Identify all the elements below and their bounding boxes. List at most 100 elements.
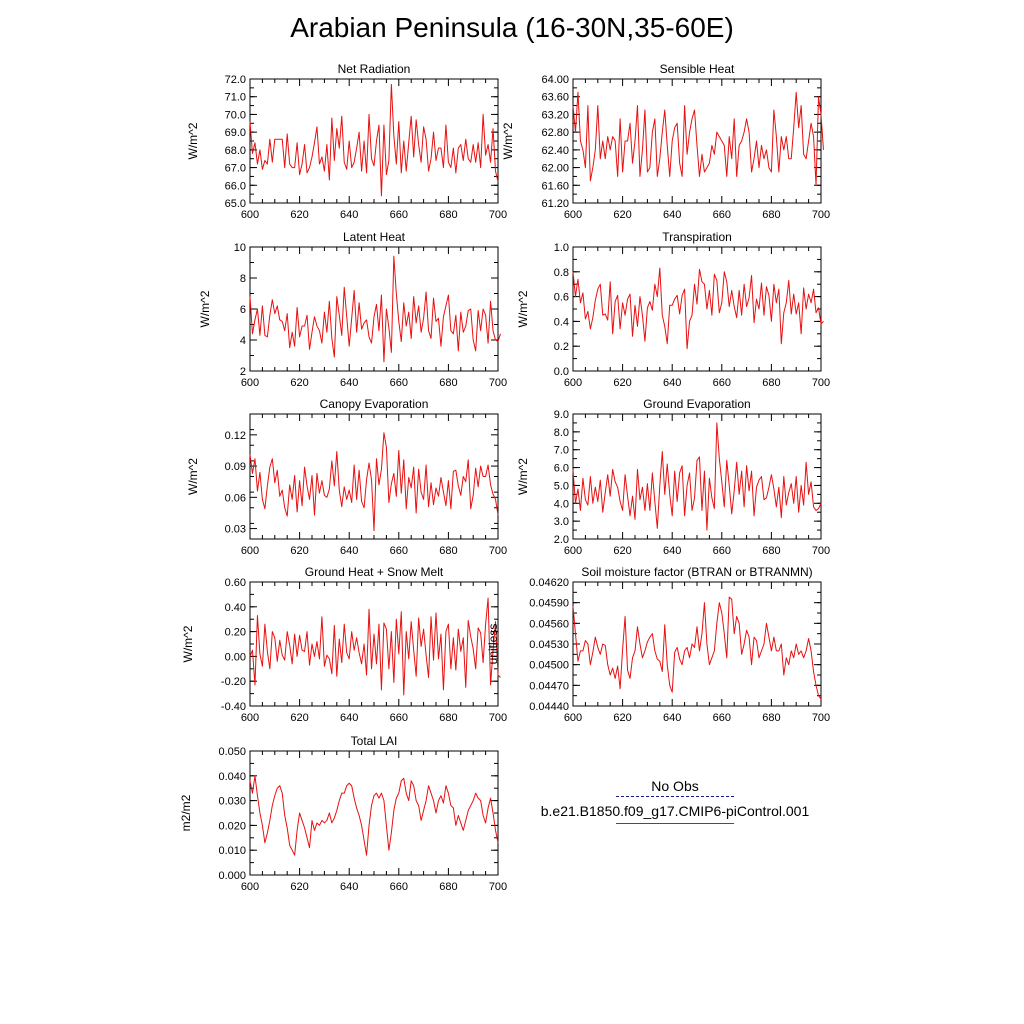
x-tick-label: 620 bbox=[613, 209, 631, 221]
y-tick-label: 6 bbox=[240, 304, 246, 316]
chart-panel: 600 620 640 660 680 700 0.000 0.010 0.020 0.030 0.… bbox=[179, 734, 507, 893]
y-tick-label: 0.6 bbox=[554, 292, 569, 304]
x-tick-label: 660 bbox=[713, 209, 731, 221]
x-tick-label: 600 bbox=[241, 712, 259, 724]
x-tick-label: 660 bbox=[390, 545, 408, 557]
x-tick-label: 600 bbox=[564, 545, 582, 557]
x-tick-label: 620 bbox=[290, 881, 308, 893]
y-tick-label: 0.04470 bbox=[529, 680, 569, 692]
x-tick-label: 620 bbox=[290, 377, 308, 389]
chart-title: Ground Evaporation bbox=[643, 397, 750, 411]
y-tick-label: 61.20 bbox=[541, 198, 569, 210]
plot-frame bbox=[249, 750, 499, 876]
x-tick-label: 700 bbox=[812, 377, 830, 389]
y-tick-label: 5.0 bbox=[554, 480, 569, 492]
x-tick-label: 640 bbox=[663, 545, 681, 557]
x-tick-label: 600 bbox=[241, 545, 259, 557]
chart-panel: 600 620 640 660 680 700 -0.40 -0.20 0.00 0.20 0.40… bbox=[181, 565, 507, 724]
y-tick-label: 68.0 bbox=[225, 145, 246, 157]
chart-panel: 600 620 640 660 680 700 65.0 66.0 67.0 68.0 69.0 70… bbox=[186, 62, 507, 221]
y-tick-label: 0.04440 bbox=[529, 701, 569, 713]
x-tick-label: 700 bbox=[489, 881, 507, 893]
page-title: Arabian Peninsula (16-30N,35-60E) bbox=[290, 12, 734, 43]
y-tick-label: 4 bbox=[240, 335, 246, 347]
y-tick-label: 2.0 bbox=[554, 534, 569, 546]
x-tick-label: 660 bbox=[390, 712, 408, 724]
plot-frame bbox=[249, 581, 499, 707]
y-tick-label: 9.0 bbox=[554, 409, 569, 421]
x-tick-label: 660 bbox=[390, 209, 408, 221]
legend-obs-label: No Obs bbox=[651, 778, 699, 794]
y-tick-label: 0.0 bbox=[554, 366, 569, 378]
x-tick-label: 640 bbox=[340, 377, 358, 389]
x-tick-label: 620 bbox=[613, 545, 631, 557]
y-tick-label: 10 bbox=[234, 242, 246, 254]
y-tick-label: 0.04560 bbox=[529, 618, 569, 630]
x-tick-label: 680 bbox=[439, 545, 457, 557]
y-axis-label: W/m^2 bbox=[181, 625, 195, 662]
x-tick-label: 620 bbox=[290, 545, 308, 557]
y-tick-label: 71.0 bbox=[225, 92, 246, 104]
x-tick-label: 680 bbox=[439, 712, 457, 724]
x-tick-label: 660 bbox=[713, 545, 731, 557]
y-tick-label: 7.0 bbox=[554, 445, 569, 457]
y-tick-label: 0.09 bbox=[225, 461, 246, 473]
y-tick-label: 8.0 bbox=[554, 427, 569, 439]
x-tick-label: 640 bbox=[340, 712, 358, 724]
x-tick-label: 700 bbox=[489, 209, 507, 221]
plot-frame bbox=[572, 246, 822, 372]
x-tick-label: 680 bbox=[439, 209, 457, 221]
series-line bbox=[572, 267, 824, 350]
y-axis-label: W/m^2 bbox=[516, 458, 530, 495]
y-tick-label: 3.0 bbox=[554, 516, 569, 528]
x-tick-label: 600 bbox=[564, 377, 582, 389]
y-axis-label: W/m^2 bbox=[501, 122, 515, 159]
x-tick-label: 600 bbox=[241, 881, 259, 893]
y-tick-label: 0.020 bbox=[218, 820, 246, 832]
x-tick-label: 640 bbox=[340, 545, 358, 557]
x-tick-label: 640 bbox=[663, 712, 681, 724]
x-tick-label: 680 bbox=[762, 545, 780, 557]
y-tick-label: 0.04500 bbox=[529, 660, 569, 672]
chart-title: Canopy Evaporation bbox=[320, 397, 429, 411]
x-tick-label: 680 bbox=[762, 209, 780, 221]
y-tick-label: 0.2 bbox=[554, 341, 569, 353]
series-line bbox=[249, 255, 501, 363]
y-tick-label: 0.04620 bbox=[529, 577, 569, 589]
y-axis-label: W/m^2 bbox=[186, 122, 200, 159]
y-tick-label: 0.010 bbox=[218, 845, 246, 857]
chart-title: Transpiration bbox=[662, 230, 732, 244]
x-tick-label: 600 bbox=[241, 377, 259, 389]
chart-title: Latent Heat bbox=[343, 230, 406, 244]
y-tick-label: 62.00 bbox=[541, 163, 569, 175]
x-tick-label: 700 bbox=[489, 712, 507, 724]
y-tick-label: 0.60 bbox=[225, 577, 246, 589]
plot-frame bbox=[249, 78, 499, 204]
series-line bbox=[249, 775, 499, 856]
y-tick-label: 0.000 bbox=[218, 870, 246, 882]
chart-panel: 600 620 640 660 680 700 0.0 0.2 0.4 0.6 0.8 1.0 Tran… bbox=[516, 230, 830, 389]
x-tick-label: 620 bbox=[290, 209, 308, 221]
x-tick-label: 640 bbox=[663, 209, 681, 221]
legend-model-swatch bbox=[616, 823, 734, 824]
chart-panel: 600 620 640 660 680 700 2.0 3.0 4.0 5.0 6.0 7.0 8.0 9… bbox=[516, 397, 830, 557]
y-tick-label: 0.04530 bbox=[529, 639, 569, 651]
series-line bbox=[572, 596, 822, 700]
x-tick-label: 700 bbox=[812, 209, 830, 221]
y-tick-label: 0.8 bbox=[554, 267, 569, 279]
y-tick-label: 63.60 bbox=[541, 92, 569, 104]
y-tick-label: 0.20 bbox=[225, 627, 246, 639]
legend-obs-swatch bbox=[616, 796, 734, 797]
y-tick-label: 0.04590 bbox=[529, 598, 569, 610]
y-tick-label: 65.0 bbox=[225, 198, 246, 210]
y-tick-label: 0.00 bbox=[225, 651, 246, 663]
y-tick-label: 70.0 bbox=[225, 109, 246, 121]
chart-panel: 600 620 640 660 680 700 2 4 6 8 10 Latent Heat W/m^2 bbox=[198, 230, 507, 389]
y-tick-label: 69.0 bbox=[225, 127, 246, 139]
y-tick-label: 67.0 bbox=[225, 163, 246, 175]
y-tick-label: 66.0 bbox=[225, 180, 246, 192]
y-tick-label: 0.03 bbox=[225, 524, 246, 536]
y-tick-label: 0.12 bbox=[225, 430, 246, 442]
y-tick-label: 1.0 bbox=[554, 242, 569, 254]
